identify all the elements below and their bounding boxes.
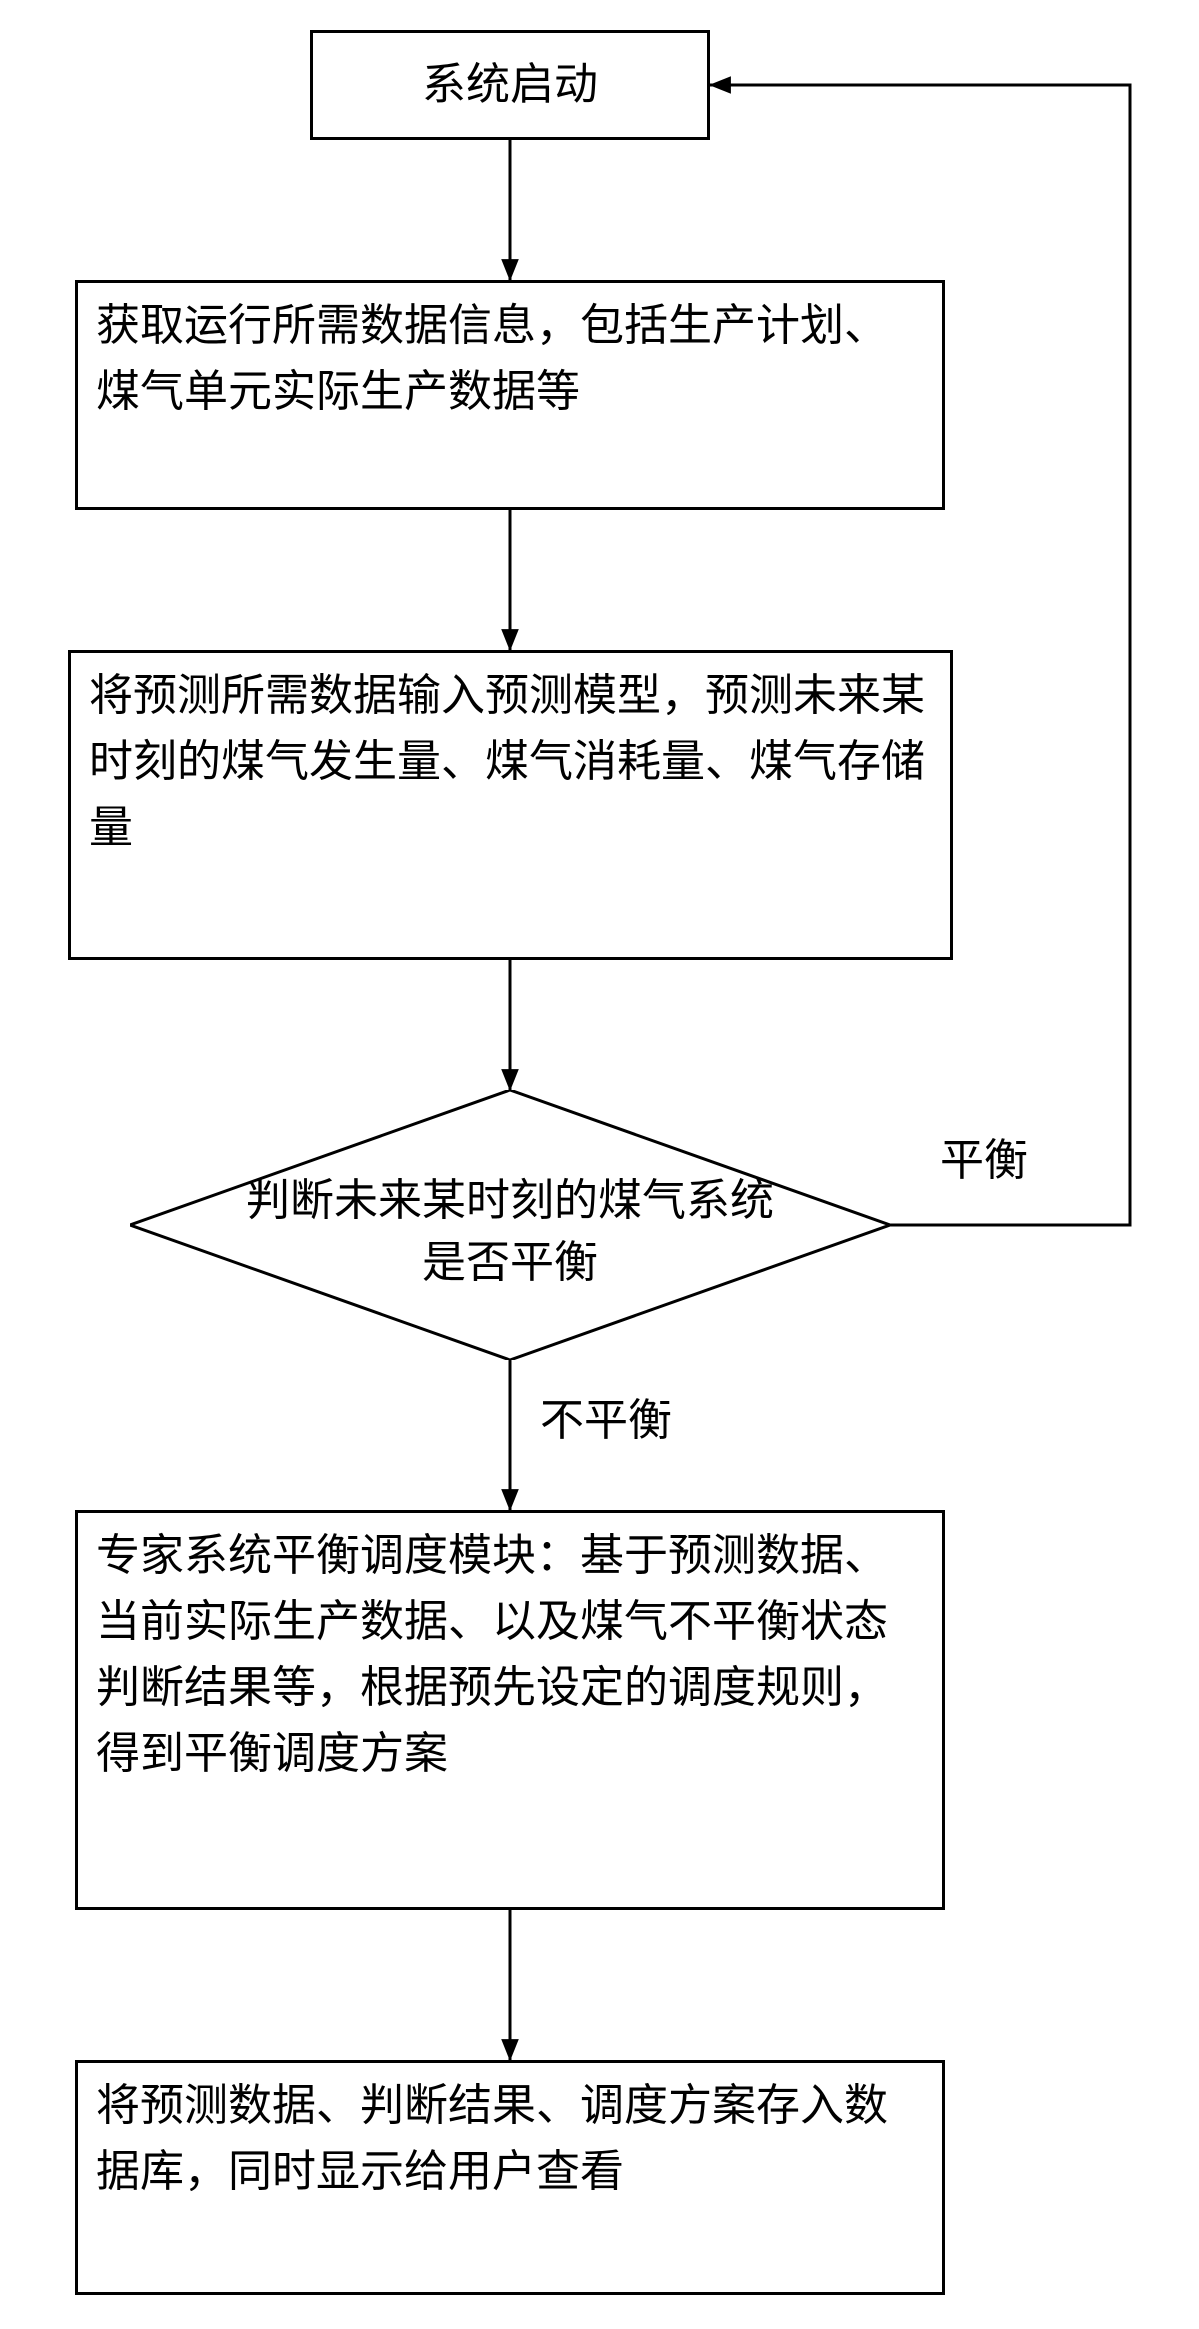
arrows-layer (0, 0, 1199, 2329)
flowchart-canvas: 系统启动 获取运行所需数据信息，包括生产计划、煤气单元实际生产数据等 将预测所需… (0, 0, 1199, 2329)
edge-loop (710, 85, 1130, 1225)
